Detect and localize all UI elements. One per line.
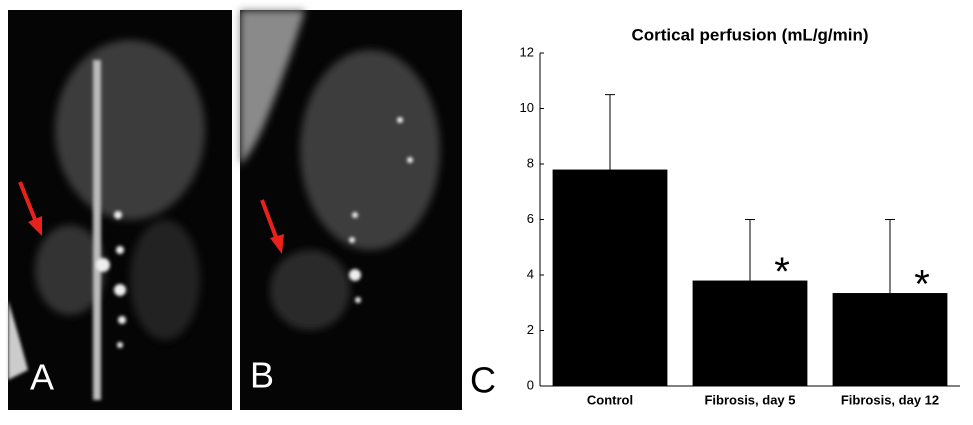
- panel-label: C: [470, 360, 496, 401]
- bar: [692, 280, 808, 386]
- x-tick-label: Fibrosis, day 12: [841, 392, 939, 407]
- y-tick-label: 4: [527, 266, 534, 281]
- mri-image-b: [240, 10, 462, 410]
- y-tick-label: 10: [520, 100, 534, 115]
- significance-mark: *: [774, 250, 790, 294]
- x-tick-label: Fibrosis, day 5: [704, 392, 795, 407]
- panel-label: B: [250, 355, 274, 396]
- y-tick-label: 8: [527, 155, 534, 170]
- significance-mark: *: [914, 263, 930, 307]
- mri-image-a: [8, 10, 232, 410]
- x-tick-label: Control: [587, 392, 633, 407]
- bar: [832, 293, 948, 386]
- y-tick-label: 2: [527, 322, 534, 337]
- bar: [552, 169, 668, 386]
- y-tick-label: 0: [527, 377, 534, 392]
- chart-title: Cortical perfusion (mL/g/min): [631, 25, 868, 44]
- panel-label: A: [30, 357, 54, 398]
- y-tick-label: 12: [520, 44, 534, 59]
- y-tick-label: 6: [527, 211, 534, 226]
